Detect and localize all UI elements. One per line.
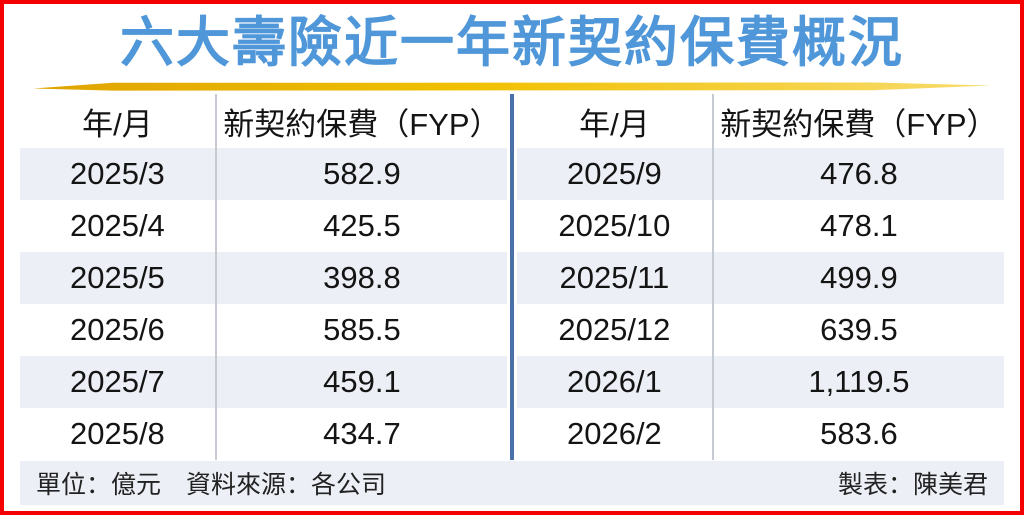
table-zone: 年/月 新契約保費（FYP） 2025/3 582.9 2025/4 425.5 202… <box>20 94 1004 460</box>
table-row: 2025/11 499.9 <box>517 252 1004 304</box>
table-right-header: 年/月 新契約保費（FYP） <box>517 94 1004 148</box>
cell-month: 2025/10 <box>517 200 714 252</box>
cell-fyp-value: 639.5 <box>820 312 898 347</box>
table-row: 2025/8 434.7 <box>20 408 507 460</box>
table-row: 2025/6 585.5 <box>20 304 507 356</box>
cell-fyp-value: 582.9 <box>215 148 507 200</box>
cell-fyp-value: 478.1 <box>820 208 898 243</box>
table-right-body: 2025/9 476.8 2025/10 478.1 2025/11 499.9 2025/… <box>517 148 1004 460</box>
column-header-month: 年/月 <box>20 94 217 148</box>
table-right: 年/月 新契約保費（FYP） 2025/9 476.8 2025/10 478.1 20… <box>517 94 1004 460</box>
cell-month: 2025/6 <box>20 304 217 356</box>
cell-month: 2025/5 <box>20 252 217 304</box>
cell-month: 2025/12 <box>517 304 714 356</box>
column-header-fyp: 新契約保費（FYP） <box>215 94 507 148</box>
cell-fyp-value: 476.8 <box>712 148 1004 200</box>
page-title: 六大壽險近一年新契約保費概況 <box>120 13 904 73</box>
column-header-fyp: 新契約保費（FYP） <box>712 94 1004 148</box>
cell-month: 2025/9 <box>517 148 714 200</box>
table-row: 2026/1 1,119.5 <box>517 356 1004 408</box>
cell-fyp-value: 583.6 <box>820 416 898 451</box>
title-underline-rule <box>33 82 991 91</box>
table-row: 2025/12 639.5 <box>517 304 1004 356</box>
table-row: 2025/4 425.5 <box>20 200 507 252</box>
footer-unit-source: 單位：億元 資料來源：各公司 <box>36 471 387 499</box>
table-row: 2025/3 582.9 <box>20 148 507 200</box>
cell-fyp-value: 459.1 <box>215 356 507 408</box>
cell-fyp-value: 398.8 <box>215 252 507 304</box>
cell-month: 2025/8 <box>20 408 217 460</box>
column-header-month: 年/月 <box>517 94 714 148</box>
cell-month: 2025/3 <box>20 148 217 200</box>
cell-fyp-value: 585.5 <box>323 312 401 347</box>
cell-month: 2025/4 <box>20 200 217 252</box>
cell-month: 2026/1 <box>517 356 714 408</box>
footer-strip: 單位：億元 資料來源：各公司 製表：陳美君 <box>20 461 1004 505</box>
cell-month: 2026/2 <box>517 408 714 460</box>
cell-fyp-value: 499.9 <box>712 252 1004 304</box>
table-row: 2025/7 459.1 <box>20 356 507 408</box>
table-left: 年/月 新契約保費（FYP） 2025/3 582.9 2025/4 425.5 202… <box>20 94 507 460</box>
table-row: 2026/2 583.6 <box>517 408 1004 460</box>
table-row: 2025/9 476.8 <box>517 148 1004 200</box>
cell-fyp-value: 434.7 <box>323 416 401 451</box>
table-row: 2025/10 478.1 <box>517 200 1004 252</box>
table-left-header: 年/月 新契約保費（FYP） <box>20 94 507 148</box>
table-left-body: 2025/3 582.9 2025/4 425.5 2025/5 398.8 2025/6 5… <box>20 148 507 460</box>
cell-fyp-value: 1,119.5 <box>712 356 1004 408</box>
table-row: 2025/5 398.8 <box>20 252 507 304</box>
center-divider-rule <box>510 94 514 460</box>
cell-month: 2025/11 <box>517 252 714 304</box>
cell-month: 2025/7 <box>20 356 217 408</box>
cell-fyp-value: 425.5 <box>323 208 401 243</box>
footer-credit: 製表：陳美君 <box>837 471 988 499</box>
